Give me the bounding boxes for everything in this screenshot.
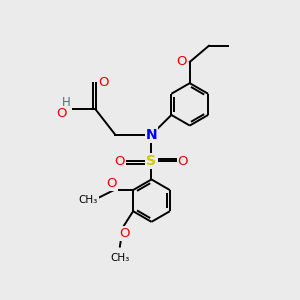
- Text: CH₃: CH₃: [78, 195, 98, 205]
- Text: CH₃: CH₃: [110, 253, 130, 263]
- Text: H: H: [62, 96, 71, 110]
- Text: O: O: [115, 155, 125, 168]
- Text: O: O: [56, 107, 67, 120]
- Text: O: O: [178, 155, 188, 168]
- Text: N: N: [146, 128, 157, 142]
- Text: O: O: [119, 227, 130, 240]
- Text: O: O: [106, 177, 117, 190]
- Text: S: S: [146, 154, 157, 168]
- Text: O: O: [176, 56, 187, 68]
- Text: O: O: [98, 76, 109, 89]
